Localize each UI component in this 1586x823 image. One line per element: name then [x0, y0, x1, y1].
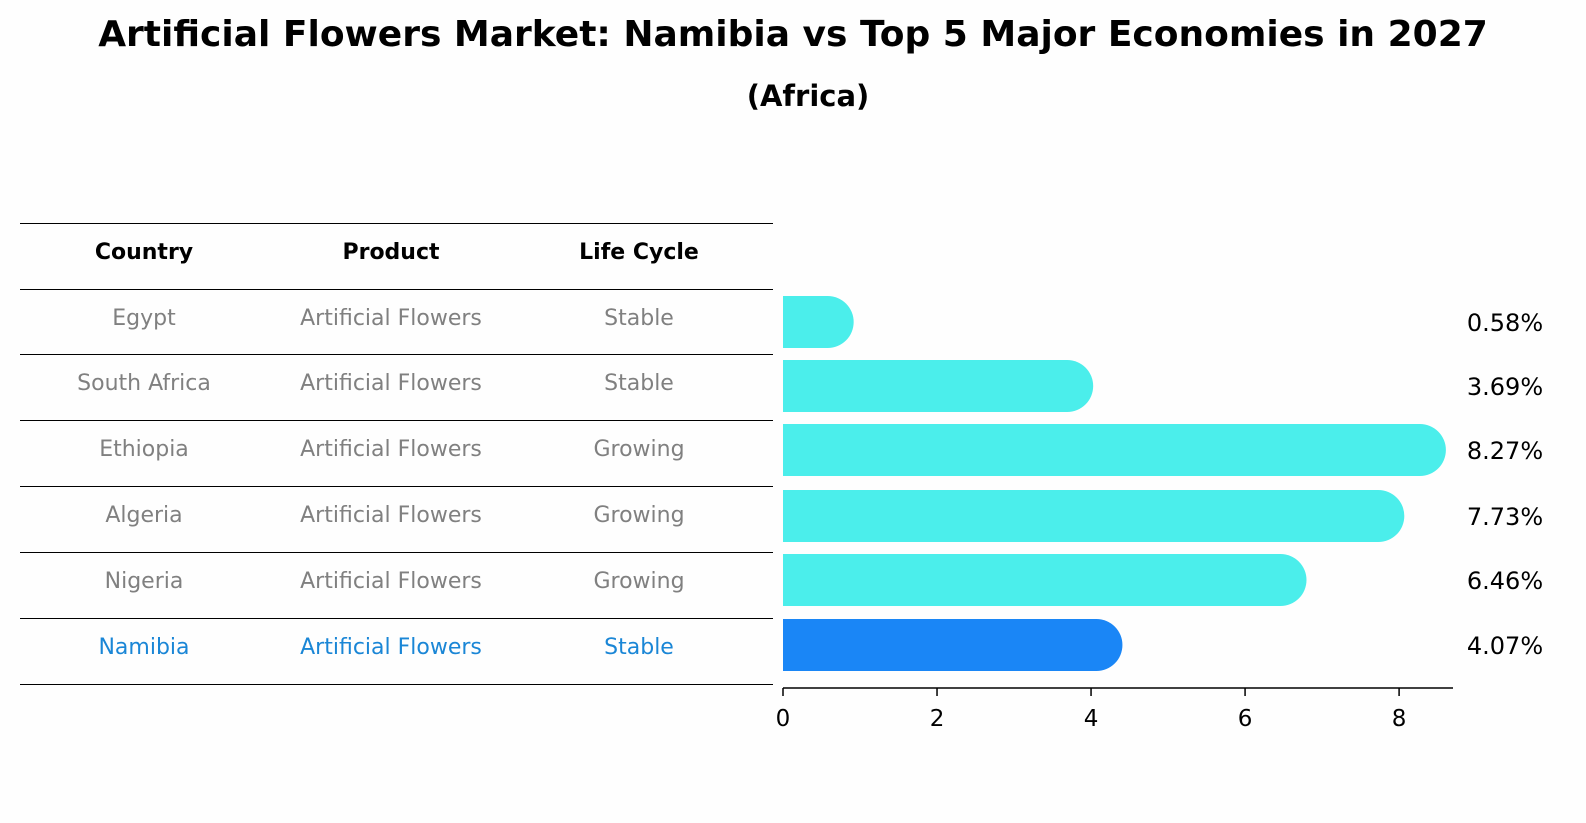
data-label: 7.73% [1467, 503, 1543, 531]
table-cell-country: Namibia [98, 635, 190, 660]
chart-subtitle: (Africa) [746, 79, 870, 113]
bar-nigeria [783, 554, 1307, 606]
table-rule [20, 223, 773, 224]
data-label: 6.46% [1467, 567, 1543, 595]
table-cell-life-cycle: Growing [593, 569, 685, 594]
table-cell-product: Artificial Flowers [300, 635, 482, 660]
bar-algeria [783, 490, 1405, 542]
table-cell-country: Nigeria [104, 569, 184, 594]
x-tick-label: 2 [930, 706, 945, 732]
bar-ethiopia [783, 424, 1446, 476]
table-rule [20, 486, 773, 487]
column-header-product: Product [342, 240, 440, 265]
column-header-life-cycle: Life Cycle [579, 240, 699, 265]
table-rule [20, 552, 773, 553]
table-rule [20, 420, 773, 421]
table-cell-country: Ethiopia [99, 437, 189, 462]
table-cell-product: Artificial Flowers [300, 569, 482, 594]
table-cell-country: Algeria [105, 503, 183, 528]
table-cell-product: Artificial Flowers [300, 437, 482, 462]
column-header-country: Country [94, 240, 194, 265]
table-cell-product: Artificial Flowers [300, 371, 482, 396]
table-cell-life-cycle: Stable [604, 306, 674, 331]
data-label: 8.27% [1467, 437, 1543, 465]
chart-title: Artificial Flowers Market: Namibia vs To… [98, 14, 1488, 55]
x-tick-label: 4 [1084, 706, 1099, 732]
bar-namibia [783, 619, 1123, 671]
table-rule [20, 354, 773, 355]
table-cell-country: South Africa [77, 371, 211, 396]
x-tick-label: 8 [1392, 706, 1407, 732]
table-rule [20, 684, 773, 685]
table-cell-life-cycle: Stable [604, 371, 674, 396]
bar-south-africa [783, 360, 1094, 412]
table-cell-country: Egypt [112, 306, 176, 331]
x-tick-label: 6 [1238, 706, 1253, 732]
table-cell-life-cycle: Stable [604, 635, 674, 660]
data-label: 0.58% [1467, 309, 1543, 337]
x-tick-label: 0 [776, 706, 791, 732]
table-cell-product: Artificial Flowers [300, 503, 482, 528]
data-label: 3.69% [1467, 373, 1543, 401]
table-cell-product: Artificial Flowers [300, 306, 482, 331]
table-cell-life-cycle: Growing [593, 503, 685, 528]
data-label: 4.07% [1467, 632, 1543, 660]
table-cell-life-cycle: Growing [593, 437, 685, 462]
table-rule [20, 618, 773, 619]
bar-egypt [783, 296, 854, 348]
table-rule [20, 289, 773, 290]
